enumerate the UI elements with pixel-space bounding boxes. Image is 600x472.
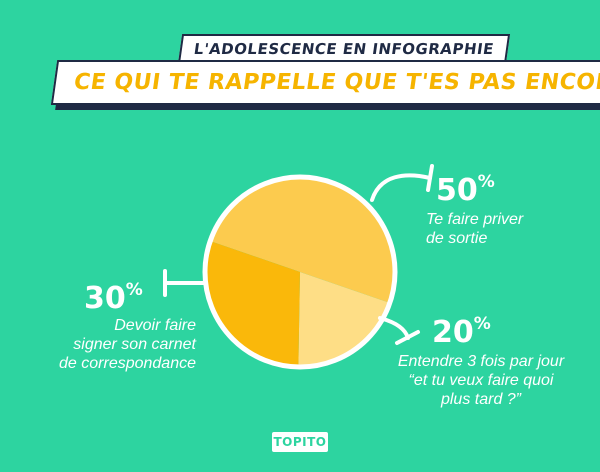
desc-20-line3: plus tard ?” xyxy=(440,391,522,408)
desc-20-line2: “et tu veux faire quoi xyxy=(408,372,554,389)
pct-20: 20% xyxy=(432,314,491,350)
desc-50-line1: Te faire priver xyxy=(426,211,524,228)
pie-slice-20 xyxy=(298,272,388,365)
desc-30-line2: signer son carnet xyxy=(73,336,196,353)
pie-slice-30 xyxy=(207,241,300,365)
desc-30-line3: de correspondance xyxy=(59,355,196,372)
desc-50: Te faire priver de sortie xyxy=(426,210,523,248)
connector-50 xyxy=(370,173,432,202)
desc-20-line1: Entendre 3 fois par jour xyxy=(397,353,565,370)
pie-outline xyxy=(202,174,398,370)
connector-20 xyxy=(378,316,410,340)
connector-50-tick xyxy=(426,164,434,192)
desc-30: Devoir faire signer son carnet de corres… xyxy=(40,316,196,373)
pct-50: 50% xyxy=(436,172,495,208)
pie-slice-50 xyxy=(212,179,393,303)
desc-50-line2: de sortie xyxy=(426,230,488,247)
pct-30: 30% xyxy=(84,280,143,316)
topito-logo: TOPITO xyxy=(272,432,328,452)
desc-30-line1: Devoir faire xyxy=(114,317,196,334)
desc-20: Entendre 3 fois par jour “et tu veux fai… xyxy=(366,352,596,409)
connector-20-tick xyxy=(395,330,420,345)
